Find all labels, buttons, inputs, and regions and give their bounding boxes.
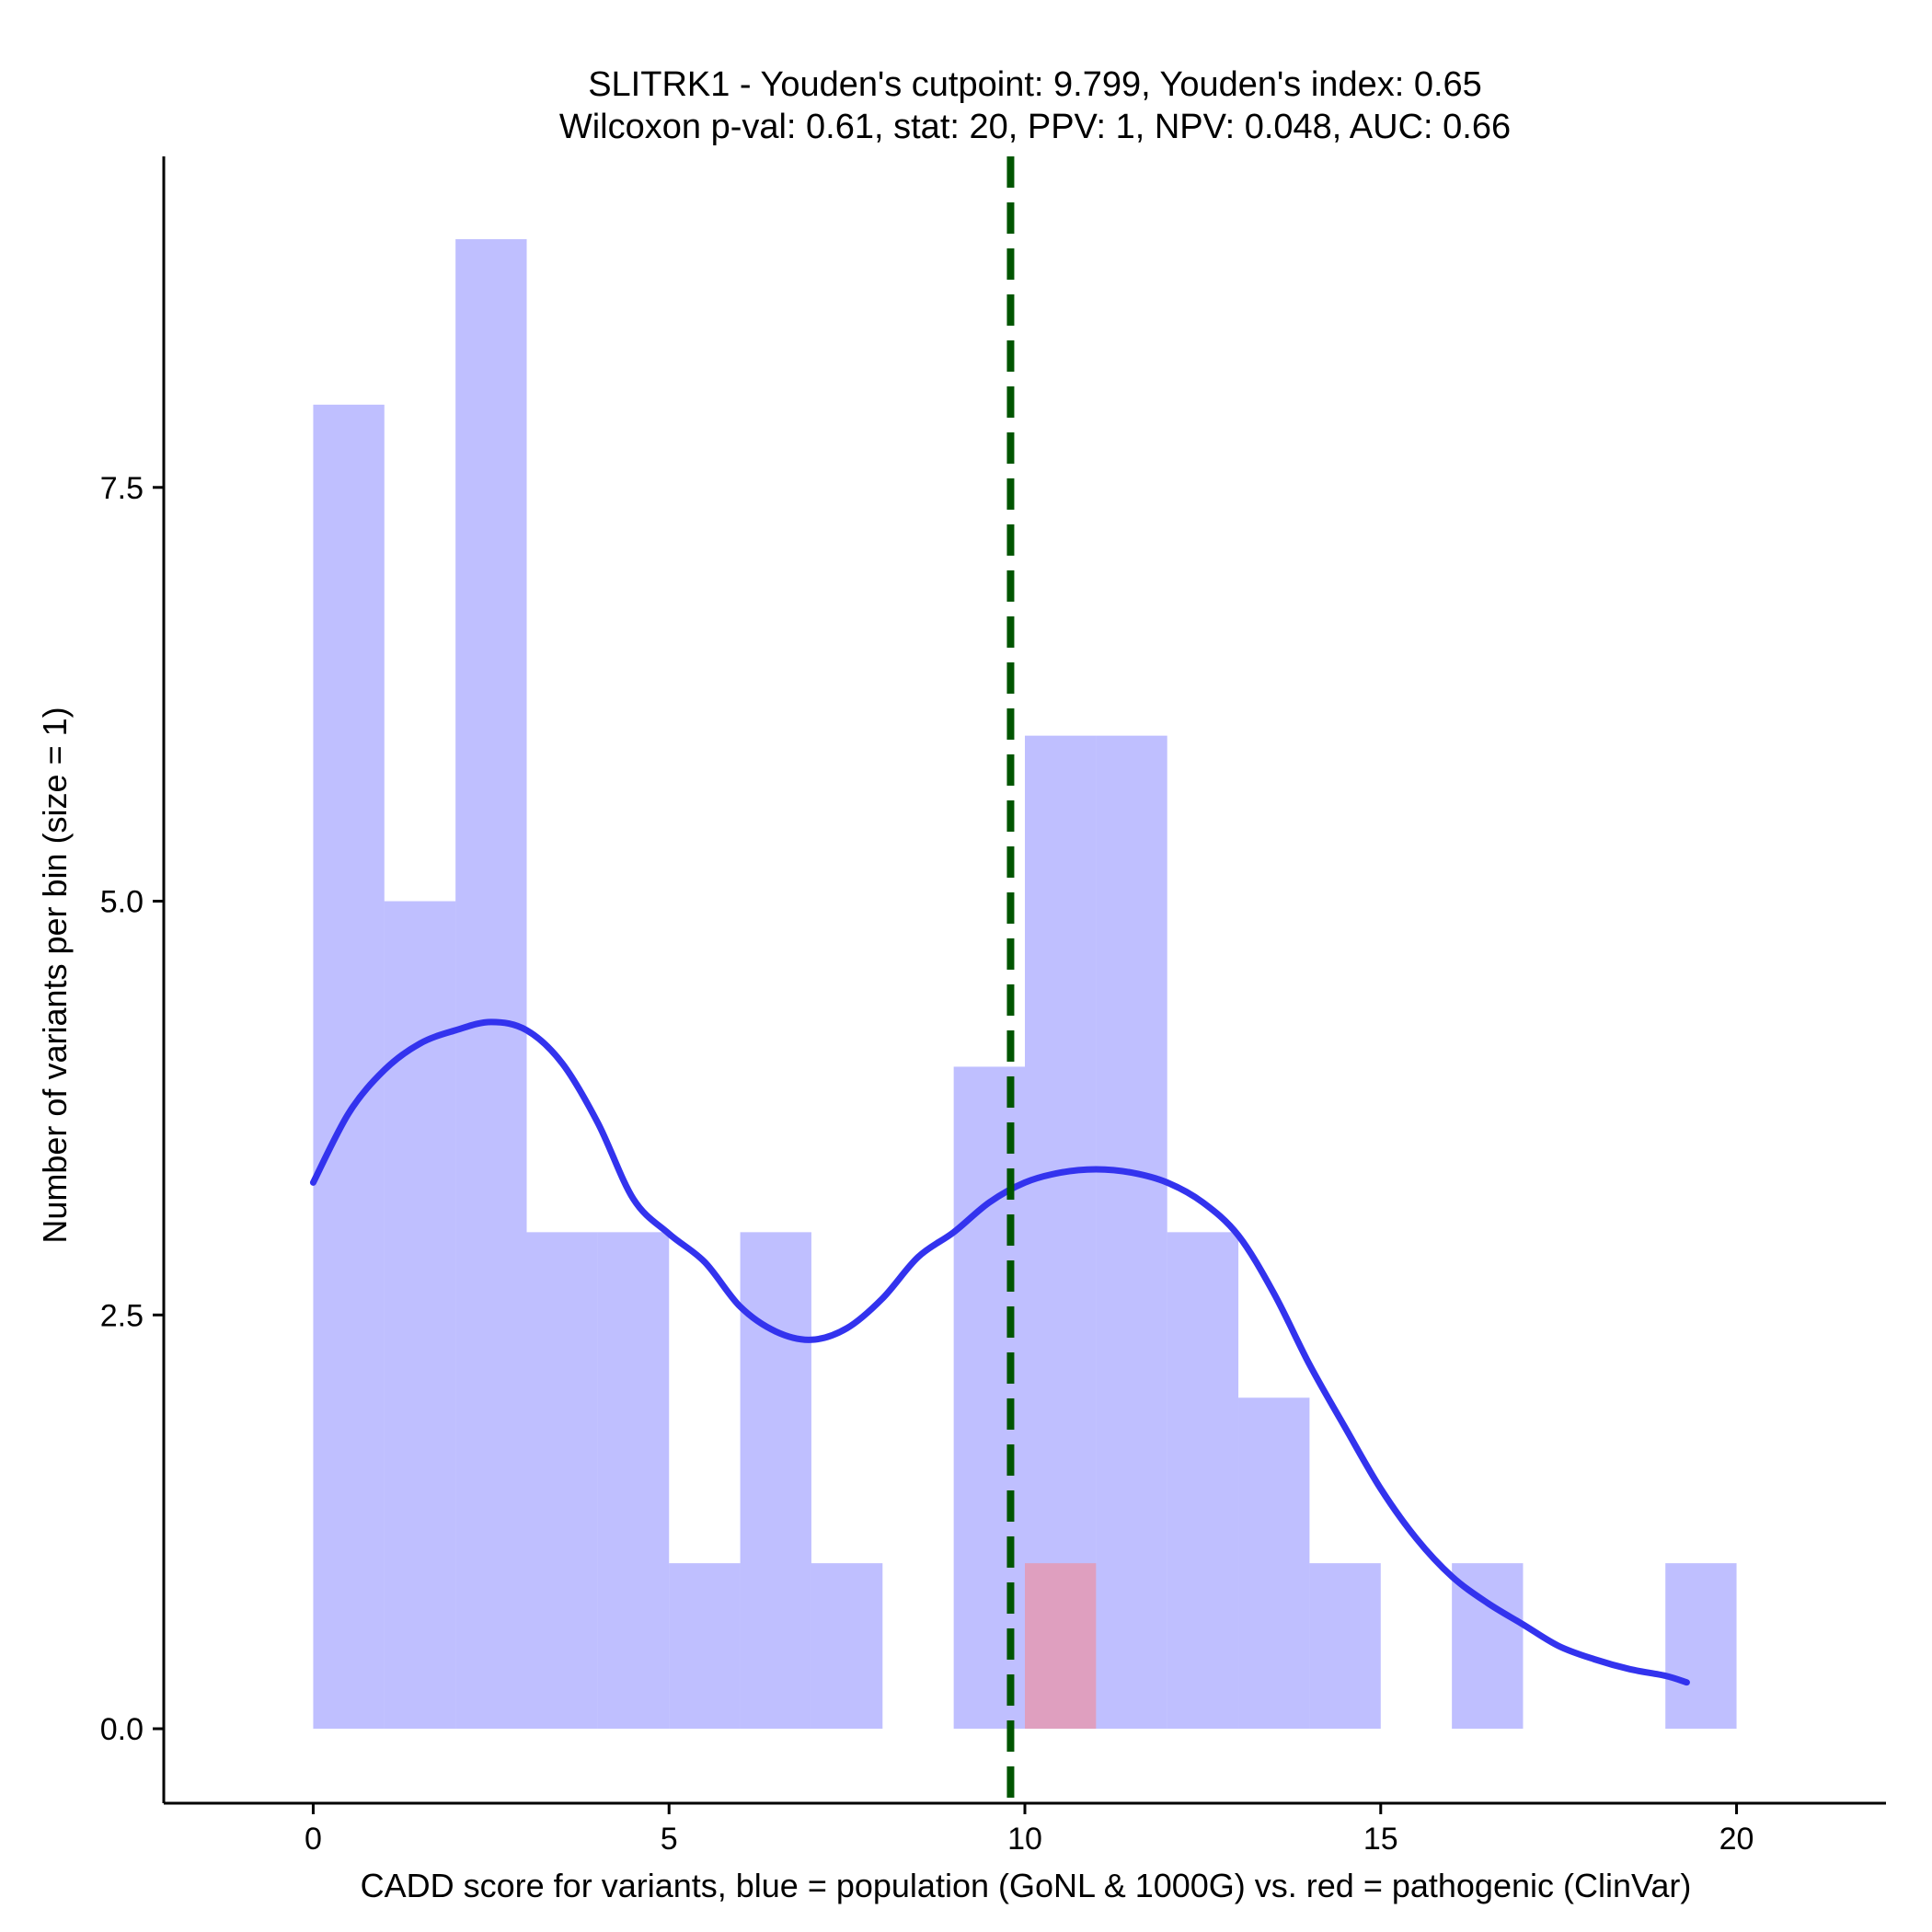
population-bar: [526, 1232, 598, 1730]
population-bar: [1096, 735, 1167, 1730]
population-bar: [1309, 1563, 1381, 1730]
population-bar: [313, 404, 385, 1730]
y-tick-label: 7.5: [100, 471, 144, 506]
population-bar: [1238, 1397, 1310, 1730]
population-bar: [669, 1563, 741, 1730]
y-tick-label: 0.0: [100, 1712, 144, 1747]
pathogenic-bar: [1025, 1563, 1097, 1730]
population-bars: [313, 238, 1737, 1730]
x-tick-label: 20: [1719, 1822, 1754, 1857]
population-bar: [740, 1232, 811, 1730]
x-axis-ticks: 0 5 10 15 20: [305, 1803, 1754, 1857]
population-bar: [597, 1232, 670, 1730]
x-tick-label: 5: [661, 1822, 678, 1857]
y-tick-label: 5.0: [100, 885, 144, 920]
x-axis-title: CADD score for variants, blue = populati…: [361, 1867, 1692, 1904]
x-tick-label: 15: [1363, 1822, 1398, 1857]
chart-title: SLITRK1 - Youden's cutpoint: 9.799, Youd…: [588, 65, 1482, 104]
pathogenic-bars: [1025, 1563, 1097, 1730]
population-bar: [1167, 1232, 1239, 1730]
x-tick-label: 10: [1007, 1822, 1042, 1857]
population-bar: [811, 1563, 883, 1730]
y-axis-title: Number of variants per bin (size = 1): [36, 707, 74, 1243]
population-bar: [384, 901, 456, 1730]
population-bar: [1665, 1563, 1737, 1730]
x-tick-label: 0: [305, 1822, 322, 1857]
y-tick-label: 2.5: [100, 1298, 144, 1333]
y-axis-ticks: 0.0 2.5 5.0 7.5: [100, 471, 164, 1747]
chart-subtitle: Wilcoxon p-val: 0.61, stat: 20, PPV: 1, …: [559, 108, 1511, 146]
population-bar: [1452, 1563, 1524, 1730]
population-bar: [455, 238, 527, 1730]
